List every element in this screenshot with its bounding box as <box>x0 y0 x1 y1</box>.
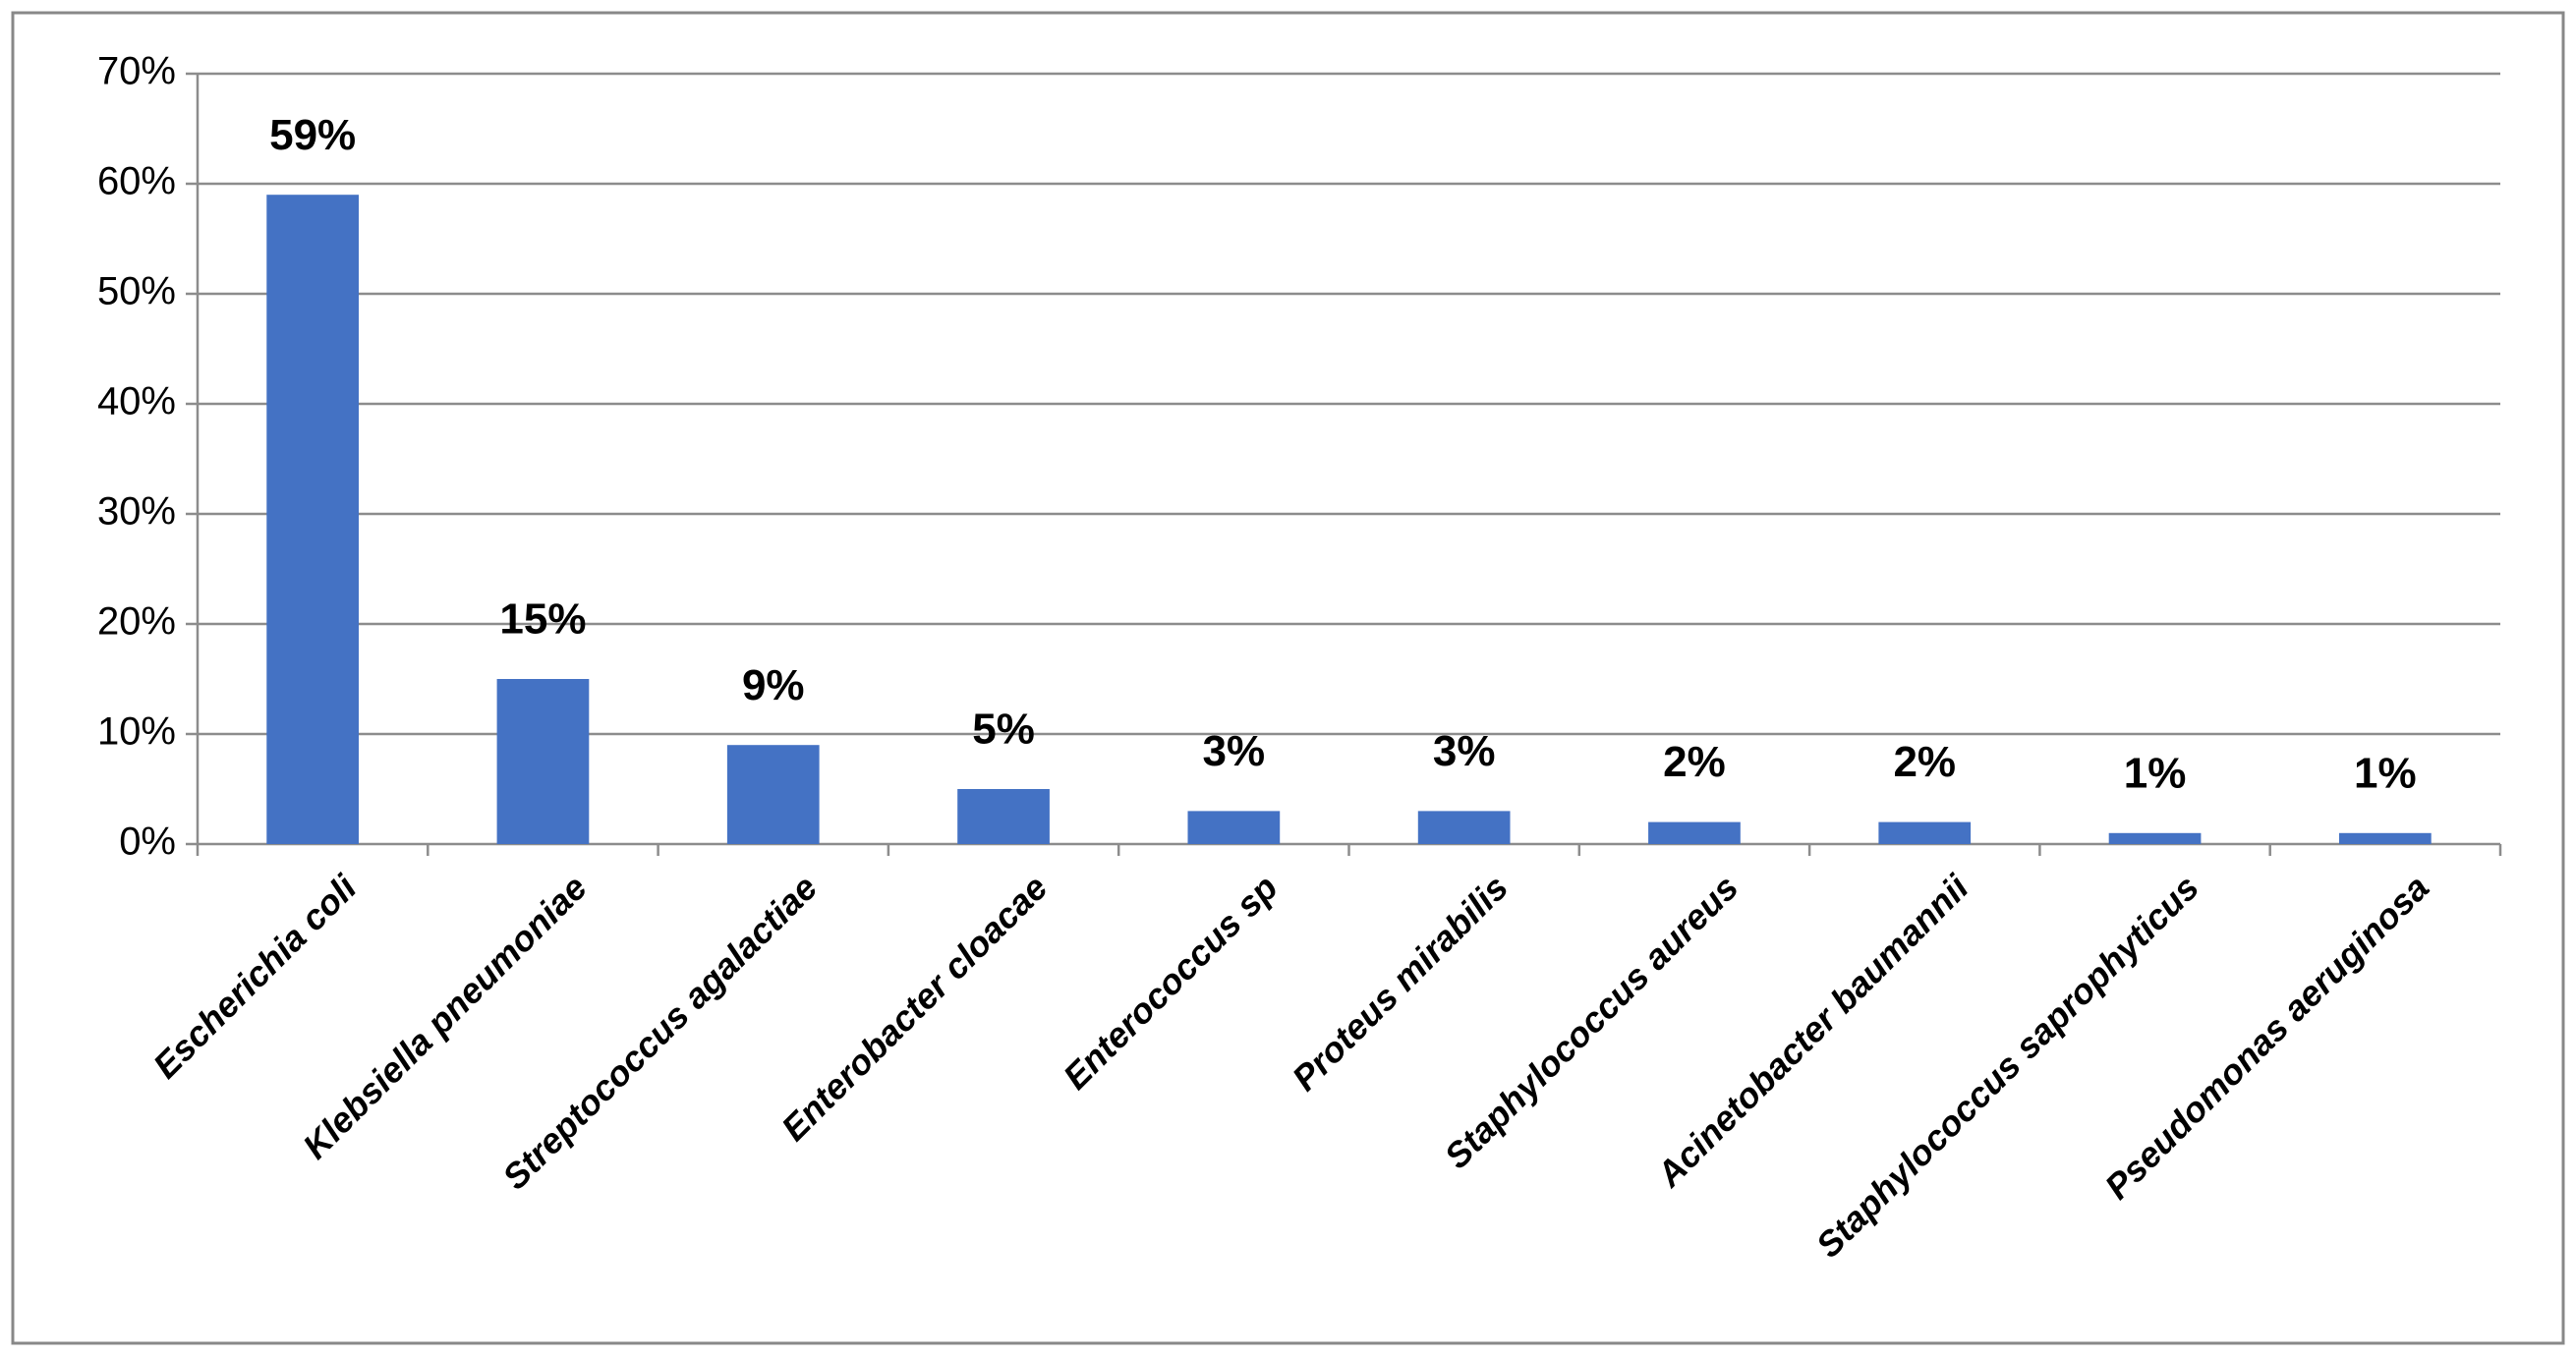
value-label: 1% <box>2354 749 2417 797</box>
bar <box>1648 821 1741 844</box>
y-tick-label: 30% <box>97 490 176 534</box>
bar <box>2108 832 2202 844</box>
y-tick-label: 40% <box>97 380 176 424</box>
bar <box>1187 811 1281 844</box>
y-tick-label: 0% <box>119 820 176 864</box>
y-tick-label: 10% <box>97 710 176 754</box>
bar <box>266 195 360 844</box>
value-label: 9% <box>742 661 805 709</box>
value-label: 15% <box>499 595 586 644</box>
bar <box>726 745 820 844</box>
bar <box>2338 832 2432 844</box>
chart-frame <box>11 11 2565 1345</box>
value-label: 3% <box>1433 727 1496 775</box>
bar <box>1417 811 1511 844</box>
y-tick-label: 60% <box>97 160 176 203</box>
value-label: 1% <box>2124 749 2187 797</box>
bar <box>496 679 590 844</box>
value-label: 2% <box>1893 738 1956 786</box>
y-tick-label: 20% <box>97 600 176 644</box>
value-label: 59% <box>269 111 356 159</box>
y-tick-label: 50% <box>97 270 176 313</box>
value-label: 5% <box>972 706 1035 754</box>
bar <box>1878 821 1972 844</box>
value-label: 2% <box>1663 738 1726 786</box>
y-tick-label: 70% <box>97 50 176 93</box>
bar <box>957 789 1050 844</box>
value-label: 3% <box>1203 727 1266 775</box>
